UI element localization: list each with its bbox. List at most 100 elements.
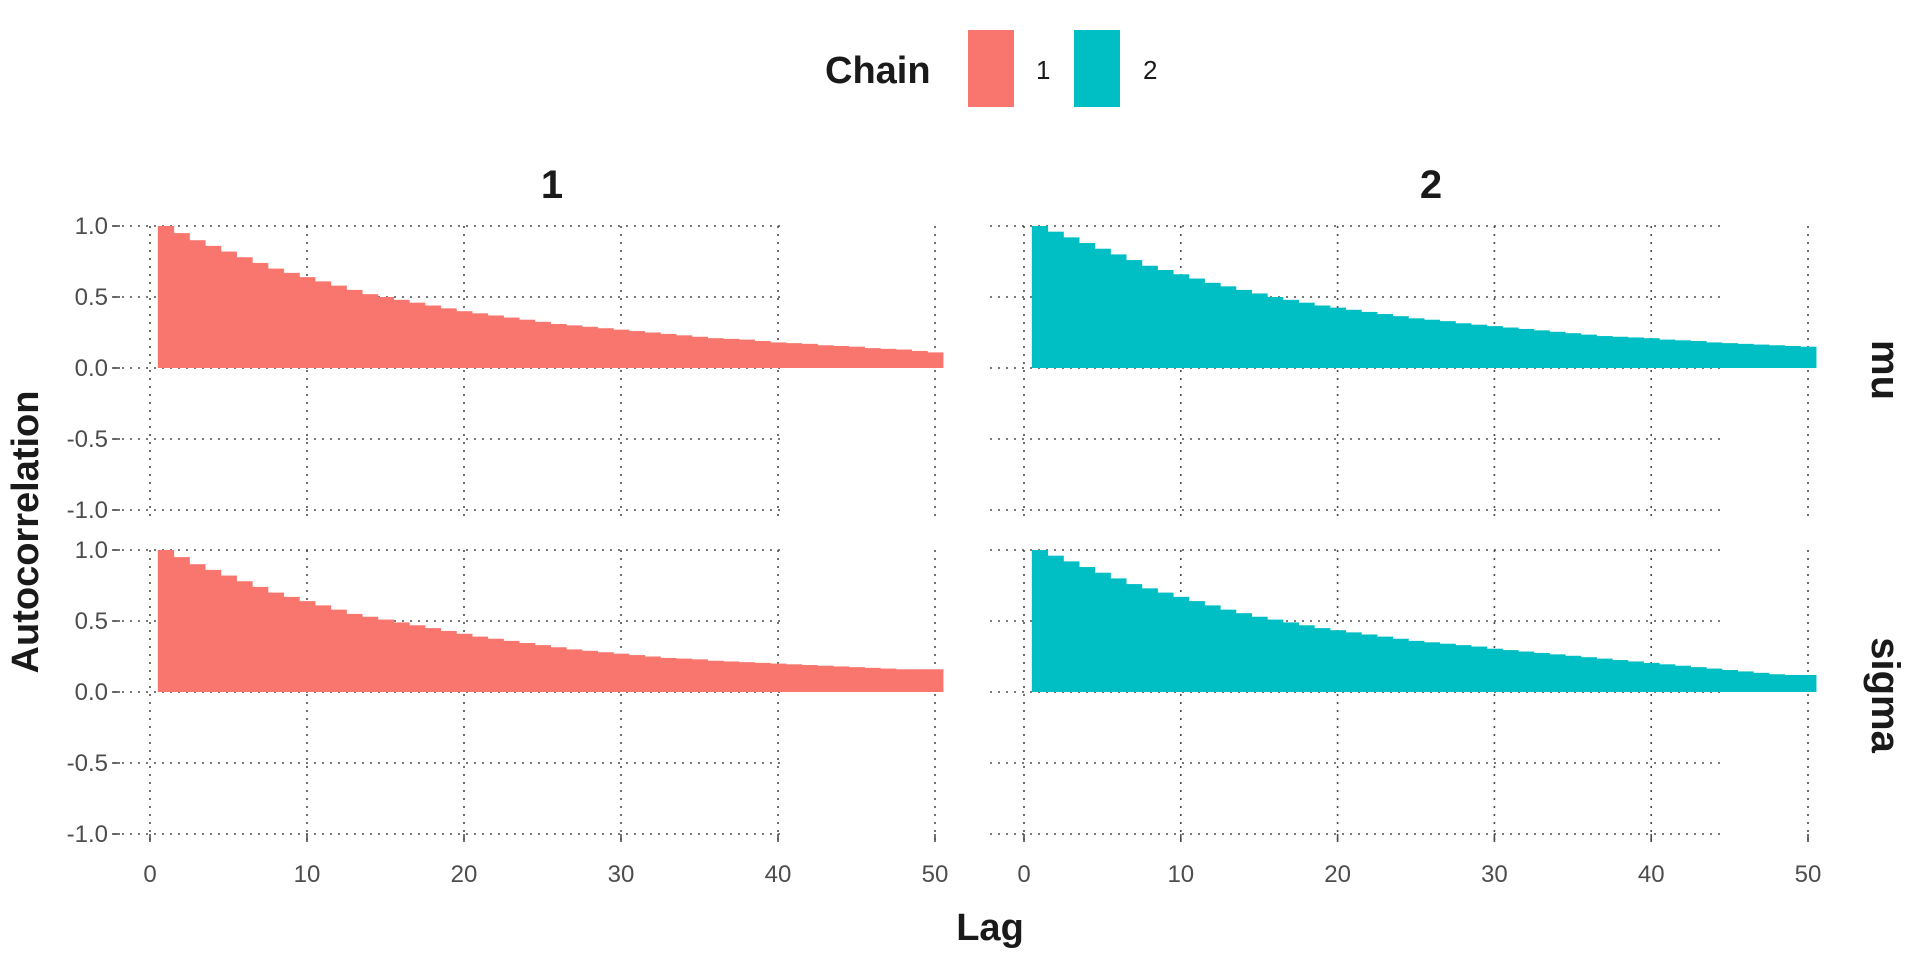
acf-bar: [1737, 343, 1754, 368]
acf-bar: [173, 557, 190, 692]
acf-bar: [1643, 338, 1660, 368]
legend-title: Chain: [825, 50, 931, 92]
bars-mu-chain-1: [157, 226, 944, 368]
acf-bar: [1188, 601, 1205, 692]
acf-bar: [911, 669, 928, 692]
acf-bar: [1455, 645, 1472, 692]
acf-bar: [503, 317, 520, 368]
acf-bar: [330, 609, 347, 692]
acf-bar: [848, 667, 865, 692]
acf-bar: [1502, 650, 1519, 692]
acf-bar: [1486, 326, 1503, 368]
acf-bar: [534, 645, 551, 692]
legend-swatch-chain-2: [1074, 30, 1120, 107]
acf-bar: [503, 640, 520, 692]
acf-bar: [1549, 654, 1566, 692]
acf-bar: [424, 628, 442, 692]
acf-bar: [1721, 669, 1739, 692]
facet-row-label-mu: mu: [1863, 340, 1907, 400]
acf-bar: [361, 294, 379, 368]
acf-bar: [456, 311, 473, 368]
acf-bar: [1267, 297, 1284, 368]
acf-bar: [252, 262, 269, 368]
acf-bar: [1580, 657, 1597, 692]
acf-bar: [534, 321, 551, 368]
acf-bar: [1314, 628, 1331, 692]
acf-bar: [1533, 330, 1550, 368]
x-axis-title: Lag: [956, 907, 1024, 949]
acf-bar: [911, 350, 928, 368]
acf-bar: [691, 659, 708, 692]
x-tick-label: 20: [1324, 861, 1351, 888]
acf-bar: [1141, 265, 1158, 368]
acf-bar: [660, 657, 677, 692]
acf-bar: [628, 331, 646, 368]
y-tick-label: 0.0: [75, 355, 108, 382]
acf-bar: [1188, 278, 1205, 368]
acf-bar: [1800, 674, 1817, 692]
acf-bar: [1455, 323, 1472, 368]
acf-bar: [1125, 584, 1143, 692]
acf-bar: [1251, 293, 1268, 368]
acf-bar: [1172, 274, 1190, 368]
acf-bar: [487, 315, 504, 368]
acf-bar: [707, 660, 724, 692]
acf-bar: [440, 630, 457, 692]
x-tick-label: 30: [1481, 861, 1508, 888]
acf-bar: [1784, 345, 1801, 368]
acf-bar: [267, 268, 285, 368]
acf-bar: [346, 289, 363, 368]
acf-bar: [220, 575, 237, 692]
acf-bar: [644, 656, 661, 692]
acf-bar: [1110, 578, 1127, 692]
acf-bar: [675, 335, 693, 368]
acf-bar: [1408, 318, 1425, 368]
acf-bar: [864, 667, 881, 692]
acf-bar: [1361, 634, 1378, 692]
acf-bar: [801, 343, 818, 368]
acf-bar: [817, 345, 834, 368]
acf-bar: [581, 650, 599, 692]
acf-bar: [1439, 321, 1456, 368]
acf-bar: [1220, 609, 1237, 692]
acf-bar: [1235, 613, 1252, 692]
acf-bar: [1110, 254, 1127, 368]
acf-bar: [1157, 270, 1174, 368]
bars-sigma-chain-1: [157, 550, 944, 692]
acf-bar: [314, 605, 332, 692]
acf-bar: [1345, 309, 1362, 368]
acf-bar: [723, 338, 740, 368]
acf-bar: [1376, 314, 1394, 368]
acf-bar: [1204, 282, 1221, 368]
y-tick-label: -0.5: [67, 426, 108, 453]
acf-bar: [424, 305, 442, 368]
acf-bar: [1047, 231, 1064, 368]
bars-sigma-chain-2: [1031, 550, 1817, 692]
y-tick-label: 1.0: [75, 213, 108, 240]
acf-bar: [1141, 588, 1158, 692]
acf-bar: [1800, 346, 1817, 368]
acf-bar: [299, 277, 316, 368]
acf-bar: [1423, 642, 1441, 692]
acf-bar: [1612, 660, 1629, 692]
acf-bar: [1737, 671, 1754, 692]
acf-bar: [1094, 572, 1111, 692]
acf-bar: [927, 352, 944, 368]
acf-bar: [1314, 305, 1331, 368]
acf-bar: [1094, 248, 1111, 368]
acf-bar: [550, 323, 567, 368]
acf-bar: [1502, 327, 1519, 368]
acf-bar: [1784, 674, 1801, 692]
acf-bar: [393, 622, 410, 692]
acf-bar: [283, 596, 300, 692]
acf-bar: [361, 616, 379, 692]
acf-bar: [518, 643, 536, 692]
acf-bar: [1596, 658, 1613, 692]
acf-bar: [566, 325, 583, 368]
acf-bar: [1643, 662, 1660, 692]
acf-bar: [895, 349, 913, 368]
acf-bar: [1031, 550, 1049, 692]
facet-row-label-sigma: sigma: [1863, 637, 1907, 753]
facet-column-label-2: 2: [1420, 163, 1442, 207]
